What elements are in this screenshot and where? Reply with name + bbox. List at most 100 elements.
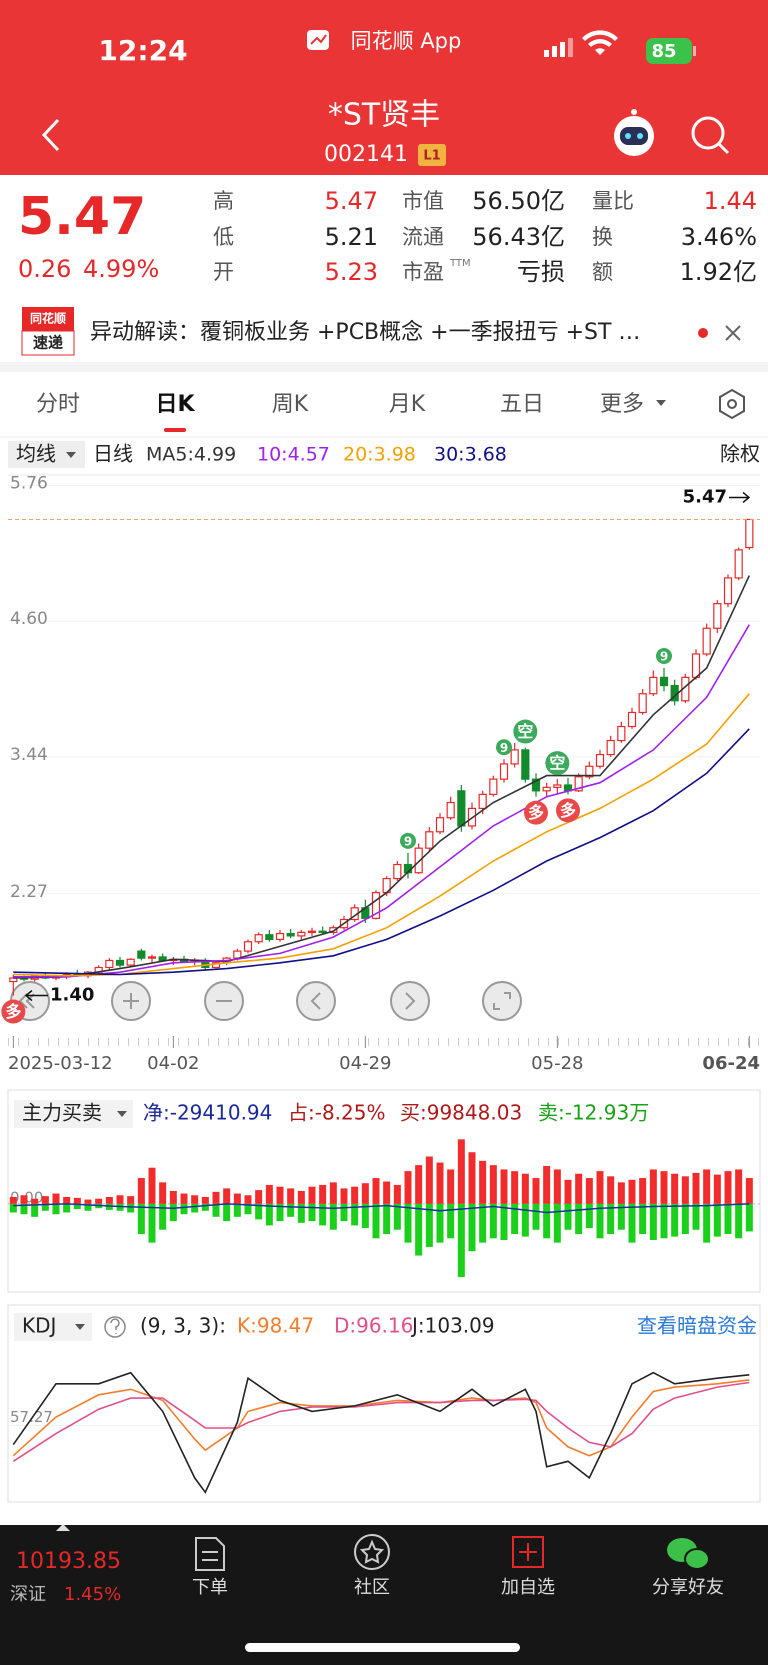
x-tick-label: 04-02 bbox=[147, 1053, 199, 1074]
flow-bar bbox=[105, 1197, 113, 1204]
tab[interactable]: 分时 bbox=[36, 392, 80, 417]
flow-bar bbox=[745, 1203, 753, 1232]
tab[interactable]: 更多 bbox=[600, 392, 644, 417]
candle-body bbox=[499, 763, 509, 780]
back-button[interactable] bbox=[41, 118, 60, 152]
flow-bar bbox=[255, 1203, 263, 1220]
candle-body bbox=[147, 956, 157, 959]
kdj-legend: D:96.16 bbox=[334, 1314, 413, 1338]
mainforce-caret bbox=[117, 1111, 127, 1117]
field-label: 市盈 bbox=[402, 260, 444, 284]
flow-bar bbox=[404, 1203, 412, 1243]
field-value: 1.92亿 bbox=[680, 258, 757, 286]
news-logo-top: 同花顺 bbox=[30, 311, 66, 326]
candle-body bbox=[745, 518, 754, 549]
candle-body bbox=[638, 693, 647, 714]
mainforce-stat: 净:-29410.94 bbox=[143, 1101, 272, 1125]
settings-icon[interactable] bbox=[719, 388, 745, 420]
section-gap bbox=[0, 362, 768, 372]
field-label: 市值 bbox=[402, 189, 444, 213]
period: 日线 bbox=[93, 442, 133, 466]
flow-bar bbox=[372, 1203, 380, 1239]
flow-bar bbox=[575, 1203, 583, 1235]
flow-bar bbox=[84, 1199, 92, 1204]
signal bbox=[656, 648, 672, 665]
flow-bar bbox=[692, 1172, 700, 1204]
flow-bar bbox=[340, 1188, 348, 1204]
flow-bar bbox=[287, 1188, 295, 1204]
help-icon[interactable] bbox=[104, 1316, 126, 1338]
tab[interactable]: 五日 bbox=[500, 392, 544, 417]
ma-line bbox=[13, 728, 750, 976]
ma-menu[interactable]: 均线 bbox=[16, 442, 56, 466]
x-tick-label: 06-24 bbox=[702, 1053, 760, 1074]
flow-bar bbox=[31, 1203, 39, 1217]
field-value: 5.47 bbox=[325, 187, 378, 215]
flow-bar bbox=[639, 1178, 647, 1204]
flow-bar bbox=[9, 1197, 17, 1204]
change-pct: 4.99% bbox=[83, 255, 159, 283]
kdj-title[interactable]: KDJ bbox=[22, 1314, 56, 1338]
candle-body bbox=[691, 653, 701, 678]
flow-bar bbox=[265, 1203, 273, 1226]
low-arrow bbox=[24, 989, 48, 1002]
kdj-line bbox=[12, 1381, 750, 1462]
flow-bar bbox=[468, 1203, 476, 1252]
battery-level: 85 bbox=[651, 41, 676, 62]
flow-bar bbox=[180, 1193, 188, 1204]
tab[interactable]: 日K bbox=[155, 392, 195, 417]
index-arrow bbox=[56, 1524, 70, 1531]
legend-entry: 30:3.68 bbox=[434, 444, 507, 466]
search-icon[interactable] bbox=[691, 116, 730, 155]
kdj-link[interactable]: 查看暗盘资金 bbox=[637, 1314, 757, 1338]
mainforce-menu-box[interactable] bbox=[14, 1100, 133, 1128]
flow-bar bbox=[137, 1203, 145, 1235]
ma-menu-caret bbox=[66, 452, 76, 458]
candle-body bbox=[585, 765, 594, 778]
candle-body bbox=[126, 958, 135, 966]
flow-bar bbox=[617, 1203, 625, 1230]
nav-icons[interactable] bbox=[195, 1534, 710, 1571]
signal-label: 空 bbox=[549, 754, 565, 773]
flow-bar bbox=[596, 1203, 604, 1239]
status-icons bbox=[307, 30, 696, 64]
kdj-legend: J:103.09 bbox=[410, 1314, 495, 1338]
adjust[interactable]: 除权 bbox=[720, 442, 760, 466]
nav-item[interactable]: 加自选 bbox=[501, 1577, 555, 1598]
flow-bar bbox=[553, 1203, 561, 1243]
flow-bar bbox=[617, 1182, 625, 1204]
mainforce-title[interactable]: 主力买卖 bbox=[22, 1101, 102, 1125]
candle-body bbox=[553, 784, 562, 788]
flow-bar bbox=[681, 1203, 689, 1235]
flow-bar bbox=[671, 1173, 679, 1204]
flow-bar bbox=[340, 1203, 348, 1222]
signal-label: 9 bbox=[660, 650, 668, 664]
candle-body bbox=[115, 959, 125, 966]
news-text[interactable]: 异动解读：覆铜板业务 +PCB概念 +一季报扭亏 +ST … bbox=[90, 320, 640, 345]
field-label: 量比 bbox=[592, 189, 634, 213]
nav-item[interactable]: 分享好友 bbox=[652, 1577, 724, 1598]
mainforce-stat: 买:99848.03 bbox=[400, 1101, 522, 1125]
flow-bar bbox=[415, 1203, 423, 1256]
flow-bar bbox=[255, 1190, 263, 1204]
stock-code: 002141 bbox=[324, 142, 408, 167]
flow-bar bbox=[329, 1182, 337, 1204]
signal-label: 多 bbox=[5, 1002, 21, 1021]
field-label: 低 bbox=[213, 225, 234, 249]
robot-icon[interactable] bbox=[614, 109, 654, 156]
flow-bar bbox=[351, 1186, 359, 1204]
tab[interactable]: 周K bbox=[272, 392, 309, 417]
nav-item[interactable]: 下单 bbox=[192, 1577, 228, 1598]
flow-bar bbox=[660, 1171, 668, 1204]
flow-bar bbox=[287, 1203, 295, 1217]
flow-bar bbox=[511, 1171, 519, 1204]
mainforce-panel bbox=[7, 1089, 761, 1293]
candle-body bbox=[446, 801, 455, 819]
news-close[interactable] bbox=[725, 325, 741, 341]
candle-body bbox=[617, 725, 626, 742]
nav-item[interactable]: 社区 bbox=[354, 1577, 390, 1598]
candle-body bbox=[425, 831, 434, 849]
flow-bar bbox=[223, 1188, 231, 1204]
flow-bar bbox=[543, 1203, 551, 1239]
tab[interactable]: 月K bbox=[389, 392, 426, 417]
